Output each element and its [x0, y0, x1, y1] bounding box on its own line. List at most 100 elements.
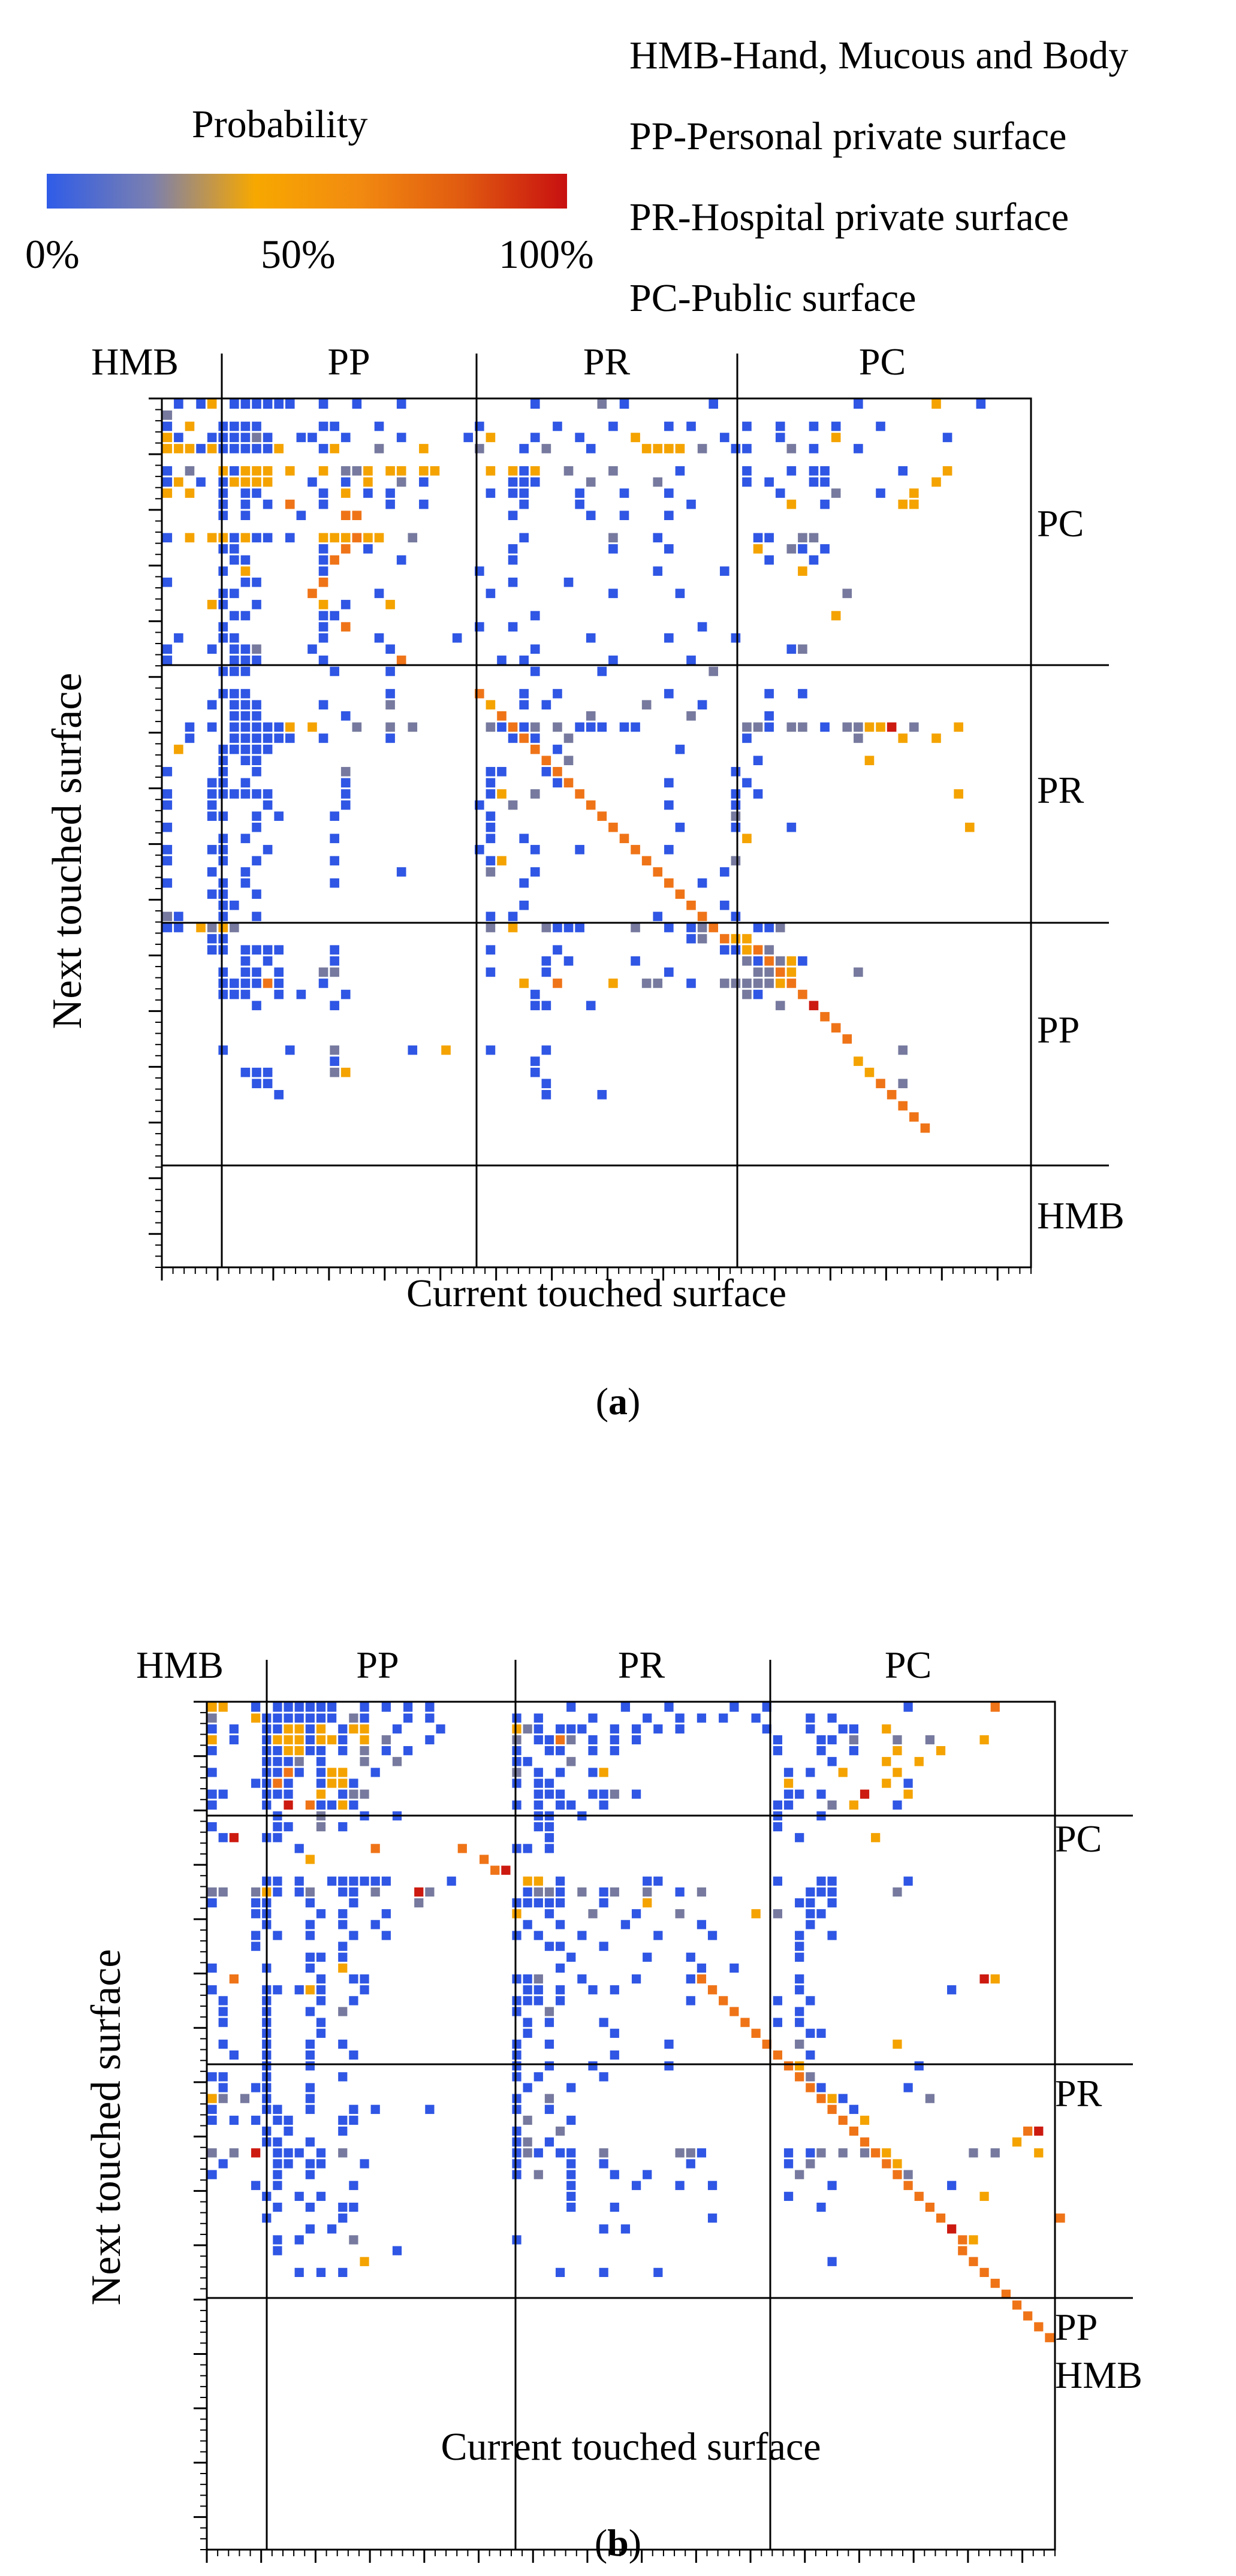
heatmap-cell	[947, 1985, 957, 1995]
heatmap-cell	[330, 956, 339, 966]
heatmap-cell	[530, 611, 540, 621]
heatmap-cell	[479, 1855, 489, 1864]
heatmap-cell	[599, 2072, 608, 2082]
heatmap-cell	[305, 2050, 315, 2060]
heatmap-cell	[541, 956, 551, 966]
heatmap-cell	[512, 1757, 521, 1766]
heatmap-cell	[174, 744, 183, 754]
heatmap-cell	[533, 1974, 543, 1984]
heatmap-cell	[338, 1963, 348, 1973]
heatmap-cell	[251, 1931, 261, 1940]
heatmap-cell	[519, 533, 529, 543]
heatmap-cell	[273, 1876, 282, 1886]
heatmap-cell	[898, 1101, 908, 1111]
heatmap-cell	[207, 2104, 217, 2114]
heatmap-cell	[381, 1735, 391, 1745]
heatmap-cell	[508, 466, 518, 476]
heatmap-cell	[486, 700, 496, 710]
heatmap-cell	[284, 1822, 293, 1832]
heatmap-cell	[230, 722, 239, 732]
heatmap-cell	[403, 1702, 413, 1712]
heatmap-cell	[882, 1724, 891, 1734]
heatmap-cell	[284, 2126, 293, 2136]
heatmap-cell	[207, 889, 217, 899]
heatmap-cell	[230, 688, 239, 699]
heatmap-cell	[294, 1724, 304, 1734]
heatmap-cell	[486, 822, 496, 832]
heatmap-cell	[185, 533, 195, 543]
legend-hmb: HMB-Hand, Mucous and Body	[629, 34, 1129, 77]
heatmap-cell	[207, 600, 217, 609]
heatmap-cell	[764, 477, 774, 487]
heatmap-cell	[783, 1768, 794, 1777]
heatmap-cell	[697, 1963, 707, 1973]
heatmap-cell	[185, 488, 195, 498]
heatmap-cell	[764, 945, 774, 955]
heatmap-cell	[316, 1778, 326, 1788]
heatmap-cell	[686, 923, 696, 932]
heatmap-cell	[544, 2061, 554, 2071]
heatmap-cell	[403, 1746, 413, 1756]
heatmap-cell	[1034, 2148, 1044, 2158]
heatmap-cell	[764, 923, 774, 932]
heatmap-cell	[533, 1735, 543, 1745]
heatmap-cell	[686, 499, 696, 509]
heatmap-cell	[273, 2159, 282, 2169]
heatmap-cell	[305, 1963, 315, 1973]
heatmap-cell	[425, 2104, 435, 2114]
heatmap-cell	[207, 778, 217, 788]
heatmap-cell	[675, 1713, 685, 1723]
heatmap-cell	[252, 644, 261, 654]
heatmap-cell	[508, 622, 518, 632]
heatmap-cell	[218, 688, 228, 699]
heatmap-cell	[207, 399, 217, 409]
heatmap-cell	[486, 488, 496, 498]
heatmap-cell	[385, 466, 395, 476]
heatmap-cell	[252, 421, 261, 431]
heatmap-cell	[162, 845, 173, 854]
heatmap-cell	[385, 499, 395, 509]
heatmap-cell	[273, 1789, 282, 1799]
heatmap-cell	[976, 399, 986, 409]
heatmap-cell	[318, 499, 328, 509]
heatmap-cell	[340, 511, 351, 520]
heatmap-cell	[251, 1778, 261, 1788]
heatmap-cell	[719, 979, 729, 988]
heatmap-cell	[882, 2159, 891, 2169]
heatmap-cell	[162, 923, 173, 932]
heatmap-cell	[327, 1778, 337, 1788]
heatmap-cell	[305, 1952, 315, 1962]
heatmap-cell	[512, 2159, 521, 2169]
heatmap-cell	[360, 1974, 369, 1984]
heatmap-cell	[544, 1887, 554, 1897]
heatmap-cell	[273, 2181, 282, 2190]
heatmap-cell	[508, 477, 518, 487]
heatmap-cell	[218, 889, 228, 899]
heatmap-cell	[207, 800, 217, 810]
colorbar	[47, 174, 567, 209]
heatmap-cell	[185, 466, 195, 476]
heatmap-cell	[305, 1855, 315, 1864]
heatmap-cell	[218, 477, 228, 487]
heatmap-cell	[786, 644, 797, 654]
heatmap-cell	[305, 1985, 315, 1995]
heatmap-cell	[553, 421, 562, 431]
heatmap-cell	[308, 588, 317, 599]
y-axis-label: Next touched surface	[83, 1949, 129, 2306]
heatmap-cell	[544, 2007, 554, 2016]
heatmap-cell	[795, 1931, 804, 1940]
heatmap-cell	[597, 811, 607, 821]
heatmap-cell	[327, 1713, 337, 1723]
heatmap-cell	[544, 1735, 554, 1745]
heatmap-cell	[697, 923, 707, 932]
heatmap-cell	[385, 700, 395, 710]
heatmap-cell	[588, 1713, 598, 1723]
legend-pc: PC-Public surface	[629, 276, 917, 320]
heatmap-cell	[512, 1996, 521, 2006]
heatmap-cell	[162, 421, 173, 431]
heatmap-cell	[273, 1702, 282, 1712]
right-group-label-pc: PC	[1037, 502, 1084, 545]
heatmap-cell	[305, 1931, 315, 1940]
heatmap-cell	[838, 2148, 848, 2158]
heatmap-cell	[653, 1724, 663, 1734]
